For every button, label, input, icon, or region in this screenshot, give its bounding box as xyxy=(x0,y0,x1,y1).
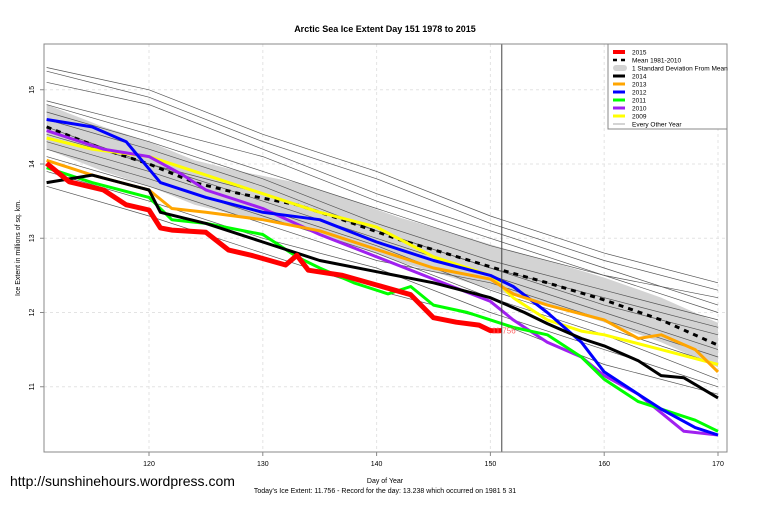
series-line-2011 xyxy=(46,166,719,433)
series-line-2015 xyxy=(45,161,502,334)
other-year-line xyxy=(46,141,719,365)
legend-label: 2009 xyxy=(632,114,647,121)
chart-title: Arctic Sea Ice Extent Day 151 1978 to 20… xyxy=(294,24,476,34)
other-year-line xyxy=(46,171,719,388)
watermark-url: http://sunshinehours.wordpress.com xyxy=(10,473,235,489)
legend-label: 2014 xyxy=(632,74,647,81)
y-tick-label: 15 xyxy=(29,86,36,94)
y-tick-label: 14 xyxy=(29,160,36,168)
y-tick-label: 12 xyxy=(29,309,36,317)
legend-label: 2010 xyxy=(632,106,647,113)
mean-line-path xyxy=(46,125,719,347)
other-year-line xyxy=(46,104,719,313)
series-line-2013 xyxy=(46,158,720,373)
chart-subtitle: Today's Ice Extent: 11.756 - Record for … xyxy=(254,488,516,495)
x-tick-label: 130 xyxy=(257,461,269,468)
other-year-line xyxy=(46,133,719,328)
legend-label: 2011 xyxy=(632,98,646,105)
legend-label: Every Other Year xyxy=(632,122,682,129)
y-tick-label: 13 xyxy=(29,234,36,242)
series-line-2009 xyxy=(46,136,719,366)
current-value-label: 11.756 xyxy=(492,327,516,336)
legend-label: 2013 xyxy=(632,82,647,89)
legend-swatch xyxy=(613,65,627,71)
other-year-line xyxy=(46,111,719,321)
legend-box xyxy=(607,43,728,130)
series-lines xyxy=(45,118,720,437)
series-line-2012 xyxy=(46,118,719,437)
x-tick-label: 140 xyxy=(371,461,383,468)
other-year-line xyxy=(46,70,719,291)
x-tick-label: 170 xyxy=(712,461,724,468)
legend-label: 1 Standard Deviation From Mean xyxy=(632,66,728,73)
y-axis-label: Ice Extent in millions of sq. km. xyxy=(15,200,22,296)
x-axis-label: Day of Year xyxy=(367,478,404,485)
x-tick-label: 160 xyxy=(598,461,610,468)
legend-label: 2015 xyxy=(632,50,647,57)
x-tick-label: 150 xyxy=(485,461,497,468)
axis-ticks: 120 130 140 150 160 170 11 12 13 14 15 xyxy=(29,86,724,468)
plot-frame xyxy=(43,43,728,453)
series-line-2014 xyxy=(46,173,719,400)
other-year-line xyxy=(46,100,719,299)
legend-label: Mean 1981-2010 xyxy=(632,58,682,65)
other-year-line xyxy=(46,67,719,284)
x-tick-label: 120 xyxy=(143,461,155,468)
y-tick-label: 11 xyxy=(29,383,36,390)
legend-label: 2012 xyxy=(632,90,647,97)
mean-line xyxy=(46,125,719,347)
other-year-line xyxy=(46,81,719,306)
